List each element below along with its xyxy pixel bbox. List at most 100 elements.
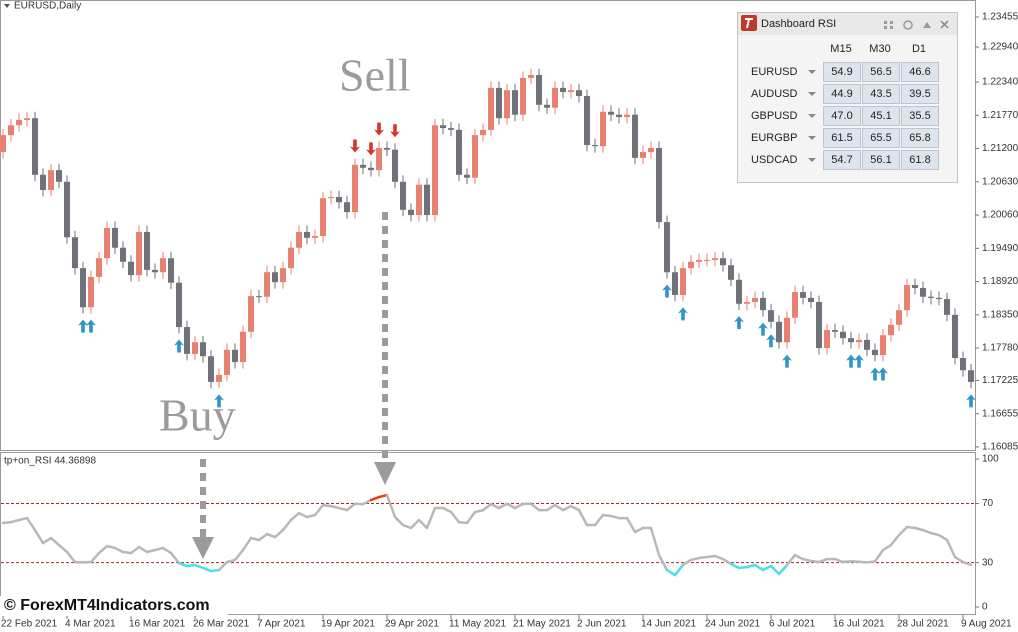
candle-body: [104, 227, 110, 259]
rsi-line-segment: [377, 493, 389, 499]
rsi-label: tp+on_RSI 44.36898: [4, 456, 96, 467]
dashboard-pair-dropdown[interactable]: [808, 70, 816, 74]
candle-body: [376, 147, 382, 171]
candle-body: [56, 170, 62, 182]
candle-body: [240, 331, 246, 363]
candle-body: [648, 147, 654, 153]
candle-body: [432, 125, 438, 216]
candle-body: [688, 261, 694, 269]
dashboard-pair-dropdown[interactable]: [808, 158, 816, 162]
x-tick-label: 2 Jun 2021: [577, 619, 627, 630]
rsi-line-segment: [449, 510, 461, 524]
candle-body: [304, 231, 310, 238]
dashboard-titlebar[interactable]: [738, 13, 957, 35]
rsi-line-segment: [545, 503, 557, 512]
rsi-y-tick-label: 30: [982, 557, 994, 568]
dashboard-value: 44.9: [831, 88, 852, 100]
watermark-bg: [0, 596, 228, 616]
rsi-line-segment: [153, 546, 165, 552]
rsi-line-segment: [473, 508, 485, 514]
candle-body: [216, 374, 222, 382]
rsi-line-segment: [529, 502, 541, 512]
candle-body: [352, 164, 358, 213]
sell-arrow-head: [374, 462, 396, 485]
candle-body: [424, 184, 430, 216]
candle-body: [24, 118, 30, 120]
rsi-line-segment: [593, 513, 605, 527]
rsi-line-segment: [361, 498, 373, 506]
watermark: © ForexMT4Indicators.com: [4, 597, 210, 614]
dashboard-pair-dropdown[interactable]: [808, 136, 816, 140]
dashboard-cell: [901, 128, 939, 148]
dashboard-close-icon[interactable]: [940, 20, 949, 29]
dashboard-grid-icon[interactable]: [884, 21, 893, 29]
sell-signal-arrow: [350, 139, 360, 153]
buy-annotation: Buy: [159, 390, 236, 441]
dashboard-cell: [823, 150, 861, 170]
candle-body: [152, 269, 158, 273]
candle-body: [456, 129, 462, 175]
dashboard-panel: Dashboard RSI M15 M30 D1 EURUSD 54.9 56.5 46.6…: [737, 12, 958, 183]
x-tick-label: 24 Jun 2021: [705, 619, 760, 630]
buy-signal-arrow: [854, 354, 864, 368]
candle-body: [664, 222, 670, 273]
rsi-line-segment: [169, 551, 181, 565]
rsi-line-segment: [745, 563, 757, 569]
rsi-line-segment: [657, 553, 669, 572]
candle-body: [328, 196, 334, 199]
y-tick-label: 1.22340: [982, 77, 1018, 88]
candle-body: [776, 321, 782, 343]
candle-body: [872, 349, 878, 356]
rsi-line-segment: [465, 510, 477, 525]
candle-body: [792, 292, 798, 318]
candle-body: [696, 259, 702, 262]
dashboard-pair: AUDUSD: [751, 88, 798, 100]
rsi-line-segment: [673, 563, 685, 577]
candle-body: [680, 268, 686, 295]
candle-body: [584, 96, 590, 146]
rsi-line-segment: [97, 544, 109, 555]
rsi-line-segment: [113, 546, 125, 554]
rsi-y-tick-label: 100: [982, 454, 999, 465]
candle-body: [896, 310, 902, 325]
dashboard-value: 56.1: [870, 154, 891, 166]
candle-body: [288, 247, 294, 269]
rsi-line-segment: [881, 543, 893, 552]
rsi-line-segment: [65, 550, 77, 564]
x-tick-label: 11 May 2021: [449, 619, 507, 630]
x-tick-label: 26 Mar 2021: [193, 619, 250, 630]
dashboard-cell: [862, 84, 900, 104]
rsi-line-segment: [9, 518, 21, 524]
candle-body: [480, 129, 486, 136]
candle-body: [520, 77, 526, 115]
dashboard-collapse-icon[interactable]: [923, 22, 931, 28]
x-tick-label: 22 Feb 2021: [1, 619, 58, 630]
y-tick-label: 1.20060: [982, 210, 1018, 221]
dashboard-value: 65.5: [870, 132, 891, 144]
rsi-line-segment: [577, 508, 589, 527]
rsi-line-segment: [889, 533, 901, 547]
sell-signal-arrow: [366, 142, 376, 156]
dashboard-refresh-icon[interactable]: [903, 20, 913, 30]
candle-body: [720, 258, 726, 266]
candle-body: [856, 339, 862, 343]
candle-body: [312, 236, 318, 238]
candle-body: [392, 149, 398, 182]
rsi-line-segment: [313, 503, 325, 517]
dashboard-pair-dropdown[interactable]: [808, 92, 816, 96]
rsi-line-segment: [385, 493, 397, 519]
candle-body: [920, 287, 926, 297]
candle-body: [592, 145, 598, 147]
rsi-line-segment: [665, 568, 677, 577]
buy-signal-arrow: [214, 394, 224, 408]
candle-body: [64, 181, 70, 238]
candle-body: [568, 90, 574, 92]
rsi-line-segment: [681, 558, 693, 567]
candle-body: [336, 196, 342, 203]
rsi-line-segment: [145, 548, 157, 554]
rsi-line-segment: [41, 536, 53, 545]
rsi-line-segment: [961, 560, 973, 567]
candle-body: [272, 272, 278, 283]
dashboard-pair-dropdown[interactable]: [808, 114, 816, 118]
dashboard-value: 61.8: [909, 154, 930, 166]
